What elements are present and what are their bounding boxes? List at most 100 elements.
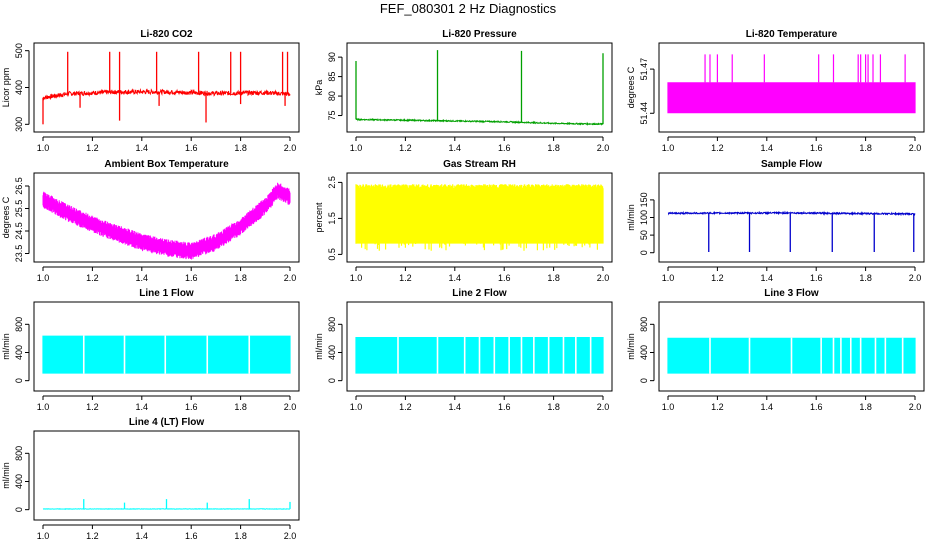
x-tick-label-ambient-box-temperature-1: 1.2 — [86, 273, 99, 283]
y-axis-label-ambient-box-temperature: degrees C — [1, 196, 11, 238]
y-tick-label-sample-flow-1: 50 — [639, 230, 649, 240]
x-tick-label-li-820-pressure-0: 1.0 — [350, 143, 363, 153]
x-tick-label-li-820-co2-1: 1.2 — [86, 143, 99, 153]
page-title: FEF_080301 2 Hz Diagnostics — [379, 1, 557, 16]
panel-title-gas-stream-rh: Gas Stream RH — [443, 159, 516, 170]
x-tick-label-line-1-flow-1: 1.2 — [86, 402, 99, 412]
x-tick-label-li-820-co2-3: 1.6 — [185, 143, 198, 153]
y-tick-label-li-820-pressure-3: 90 — [327, 52, 337, 62]
y-tick-label-line-4-lt-flow-2: 800 — [14, 446, 24, 461]
data-area-li-820-temperature — [667, 54, 916, 114]
x-tick-label-line-1-flow-2: 1.4 — [136, 402, 149, 412]
x-tick-label-sample-flow-3: 1.6 — [810, 273, 823, 283]
x-tick-label-li-820-temperature-0: 1.0 — [662, 143, 675, 153]
x-tick-label-li-820-pressure-4: 1.8 — [547, 143, 560, 153]
y-tick-label-sample-flow-3: 150 — [639, 192, 649, 207]
x-tick-label-line-2-flow-1: 1.2 — [399, 402, 412, 412]
series-line-sample-flow — [667, 210, 916, 217]
plot-frame-li-820-co2 — [33, 42, 300, 133]
y-tick-label-li-820-temperature-0: 51.44 — [639, 102, 649, 125]
y-tick-label-line-3-flow-2: 800 — [639, 317, 649, 332]
panel-title-li-820-co2: Li-820 CO2 — [140, 29, 193, 40]
x-tick-label-line-3-flow-5: 2.0 — [909, 402, 922, 412]
y-tick-label-ambient-box-temperature-1: 24.5 — [14, 222, 24, 240]
y-axis-label-line-2-flow: ml/min — [314, 333, 324, 360]
y-tick-label-sample-flow-0: 0 — [639, 250, 649, 255]
x-tick-label-gas-stream-rh-3: 1.6 — [498, 273, 511, 283]
y-tick-label-line-4-lt-flow-1: 400 — [14, 474, 24, 489]
panel-line-1-flow: Line 1 Flow ml/min 1.0 1.2 1.4 1.6 1.8 2.0 0 400 8… — [1, 288, 300, 412]
y-tick-label-ambient-box-temperature-2: 25.5 — [14, 200, 24, 218]
data-area-line-2-flow — [355, 336, 604, 374]
data-area-gas-stream-rh — [355, 184, 604, 251]
y-axis-label-gas-stream-rh: percent — [314, 202, 324, 233]
x-tick-label-gas-stream-rh-1: 1.2 — [399, 273, 412, 283]
panel-title-line-4-lt-flow: Line 4 (LT) Flow — [129, 417, 205, 428]
x-tick-label-li-820-co2-2: 1.4 — [136, 143, 149, 153]
x-tick-label-line-4-lt-flow-3: 1.6 — [185, 531, 198, 540]
x-tick-label-sample-flow-0: 1.0 — [662, 273, 675, 283]
x-tick-label-line-2-flow-2: 1.4 — [449, 402, 462, 412]
panel-title-line-2-flow: Line 2 Flow — [452, 288, 507, 299]
y-tick-label-line-2-flow-1: 400 — [327, 345, 337, 360]
x-tick-label-line-3-flow-4: 1.8 — [859, 402, 872, 412]
y-tick-label-line-1-flow-1: 400 — [14, 345, 24, 360]
x-tick-label-li-820-co2-5: 2.0 — [284, 143, 297, 153]
x-tick-label-line-1-flow-4: 1.8 — [234, 402, 247, 412]
y-tick-label-ambient-box-temperature-3: 26.5 — [14, 177, 24, 195]
y-tick-label-li-820-pressure-0: 75 — [327, 111, 337, 121]
y-tick-label-gas-stream-rh-2: 2.5 — [327, 176, 337, 189]
x-tick-label-gas-stream-rh-4: 1.8 — [547, 273, 560, 283]
data-area-line-1-flow — [42, 335, 291, 374]
panel-title-li-820-pressure: Li-820 Pressure — [442, 29, 517, 40]
x-tick-label-gas-stream-rh-5: 2.0 — [597, 273, 610, 283]
y-tick-label-li-820-co2-2: 500 — [14, 43, 24, 58]
x-tick-label-line-3-flow-2: 1.4 — [761, 402, 774, 412]
x-tick-label-li-820-co2-0: 1.0 — [37, 143, 50, 153]
series-band-li-820-temperature — [667, 82, 916, 114]
x-tick-label-li-820-temperature-5: 2.0 — [909, 143, 922, 153]
x-tick-label-li-820-temperature-4: 1.8 — [859, 143, 872, 153]
x-tick-label-li-820-pressure-1: 1.2 — [399, 143, 412, 153]
data-area-li-820-pressure — [355, 50, 604, 126]
x-tick-label-li-820-pressure-3: 1.6 — [498, 143, 511, 153]
plot-frame-line-1-flow — [33, 301, 300, 392]
plot-frame-sample-flow — [658, 172, 925, 263]
x-tick-label-li-820-temperature-3: 1.6 — [810, 143, 823, 153]
x-tick-label-line-4-lt-flow-4: 1.8 — [234, 531, 247, 540]
y-axis-label-li-820-pressure: kPa — [314, 80, 324, 96]
panel-line-3-flow: Line 3 Flow ml/min 1.0 1.2 1.4 1.6 1.8 2.0 0 400 8… — [626, 288, 925, 412]
panel-title-li-820-temperature: Li-820 Temperature — [746, 29, 838, 40]
series-band-ambient-box-temperature — [42, 182, 291, 260]
panel-li-820-co2: Li-820 CO2 Licor ppm 1.0 1.2 1.4 1.6 1.8 2.0 300… — [1, 29, 300, 153]
panel-line-2-flow: Line 2 Flow ml/min 1.0 1.2 1.4 1.6 1.8 2.0 0 400 8… — [314, 288, 613, 412]
data-area-line-4-lt-flow — [42, 499, 291, 510]
x-tick-label-gas-stream-rh-0: 1.0 — [350, 273, 363, 283]
y-tick-label-gas-stream-rh-1: 1.5 — [327, 212, 337, 225]
y-tick-label-li-820-pressure-1: 80 — [327, 91, 337, 101]
y-tick-label-line-3-flow-0: 0 — [639, 378, 649, 383]
x-tick-label-sample-flow-1: 1.2 — [711, 273, 724, 283]
panel-gas-stream-rh: Gas Stream RH percent 1.0 1.2 1.4 1.6 1.8 2.0 0.… — [314, 159, 613, 283]
y-tick-label-line-4-lt-flow-0: 0 — [14, 507, 24, 512]
x-tick-label-line-4-lt-flow-0: 1.0 — [37, 531, 50, 540]
x-tick-label-ambient-box-temperature-4: 1.8 — [234, 273, 247, 283]
x-tick-label-sample-flow-5: 2.0 — [909, 273, 922, 283]
x-tick-label-line-3-flow-0: 1.0 — [662, 402, 675, 412]
x-tick-label-line-4-lt-flow-2: 1.4 — [136, 531, 149, 540]
panel-li-820-pressure: Li-820 Pressure kPa 1.0 1.2 1.4 1.6 1.8 2.0 75 80… — [314, 29, 613, 153]
x-tick-label-gas-stream-rh-2: 1.4 — [449, 273, 462, 283]
y-tick-label-li-820-pressure-2: 85 — [327, 72, 337, 82]
plot-frame-line-3-flow — [658, 301, 925, 392]
x-tick-label-line-1-flow-0: 1.0 — [37, 402, 50, 412]
y-tick-label-ambient-box-temperature-0: 23.5 — [14, 245, 24, 263]
x-tick-label-line-2-flow-3: 1.6 — [498, 402, 511, 412]
y-tick-label-li-820-temperature-1: 51.47 — [639, 58, 649, 81]
y-tick-label-li-820-co2-0: 300 — [14, 117, 24, 132]
y-axis-label-li-820-temperature: degrees C — [626, 66, 636, 108]
data-area-sample-flow — [667, 210, 916, 253]
x-tick-label-sample-flow-2: 1.4 — [761, 273, 774, 283]
x-tick-label-line-3-flow-3: 1.6 — [810, 402, 823, 412]
x-tick-label-line-3-flow-1: 1.2 — [711, 402, 724, 412]
